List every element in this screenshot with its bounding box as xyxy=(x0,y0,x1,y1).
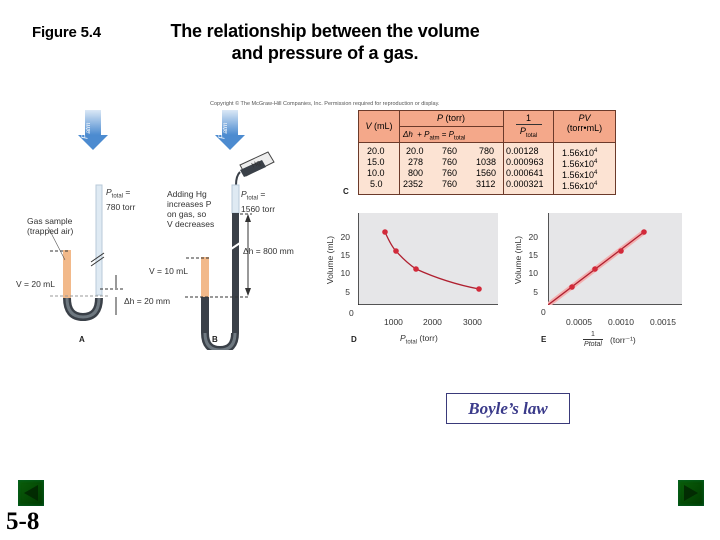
volume-label-a: V = 20 mL xyxy=(16,279,55,289)
chart-d-xtick: 3000 xyxy=(463,317,482,327)
copyright-notice: Copyright © The McGraw-Hill Companies, I… xyxy=(210,101,440,107)
dh-label-b: Δh = 800 mm xyxy=(243,246,294,256)
chart-e-xtick: 0.0015 xyxy=(650,317,676,327)
chart-e-yticks: 20 15 10 5 xyxy=(528,232,538,297)
chart-d-ylabel: Volume (mL) xyxy=(325,235,335,285)
title-line-1: The relationship between the volume xyxy=(170,21,480,41)
mercury-bottle-icon xyxy=(235,151,275,186)
data-table: V (mL) P (torr) Δh + Patm = Ptotal 1 Ptot… xyxy=(358,110,616,195)
col-pv: PV (torr•mL) xyxy=(566,113,603,133)
figure-label: Figure 5.4 xyxy=(32,24,101,41)
patm-arrow-a-icon xyxy=(78,110,108,150)
triangle-left-icon xyxy=(24,485,38,501)
chart-d-xlabel: Ptotal (torr) xyxy=(400,333,438,346)
ptotal-label-b: Ptotal = 1560 torr xyxy=(241,189,276,214)
chart-e-xlabel-fraction: 1 Ptotal xyxy=(583,331,603,348)
panel-a-label: A xyxy=(79,335,85,344)
patm-label-b: Patm xyxy=(217,122,230,140)
chart-e-y0: 0 xyxy=(541,307,546,317)
next-slide-button[interactable] xyxy=(678,480,704,506)
chart-d-xtick: 2000 xyxy=(423,317,442,327)
gas-sample-label: Gas sample (trapped air) xyxy=(27,216,74,236)
panel-b-label: B xyxy=(212,335,218,344)
col-p-sub: Δh + Patm = Ptotal xyxy=(403,130,466,142)
patm-label-a: Patm xyxy=(80,122,93,140)
slide-title: The relationship between the volume and … xyxy=(145,20,505,64)
chart-e-xlabel-unit: (torr⁻¹) xyxy=(610,335,636,345)
chart-d-yticks: 20 15 10 5 xyxy=(340,232,350,297)
panel-e-label: E xyxy=(541,335,547,344)
volume-label-b: V = 10 mL xyxy=(149,266,188,276)
triangle-right-icon xyxy=(684,485,698,501)
panel-d-label: D xyxy=(351,335,357,344)
dh-label-a: Δh = 20 mm xyxy=(124,296,171,306)
ptotal-label-a: Ptotal = 780 torr xyxy=(106,187,136,212)
chart-d-xtick: 1000 xyxy=(384,317,403,327)
patm-arrow-b-icon xyxy=(215,110,245,150)
col-inv: 1 Ptotal xyxy=(504,113,553,139)
chart-d-plot xyxy=(358,213,498,305)
previous-slide-button[interactable] xyxy=(18,480,44,506)
manometer-illustration xyxy=(47,110,275,350)
table-header xyxy=(359,111,615,143)
chart-d-y0: 0 xyxy=(349,308,354,318)
panel-c-label: C xyxy=(343,187,349,196)
chart-e-ylabel: Volume (mL) xyxy=(513,235,523,285)
chart-e-plot xyxy=(548,213,682,305)
boyles-law-caption: Boyle’s law xyxy=(446,393,570,424)
col-p: P (torr) xyxy=(436,113,465,123)
title-line-2: and pressure of a gas. xyxy=(231,43,419,63)
col-v: V (mL) xyxy=(365,121,393,131)
slide-number: 5-8 xyxy=(6,508,40,535)
chart-e-xtick: 0.0010 xyxy=(608,317,634,327)
chart-e-xtick: 0.0005 xyxy=(566,317,592,327)
